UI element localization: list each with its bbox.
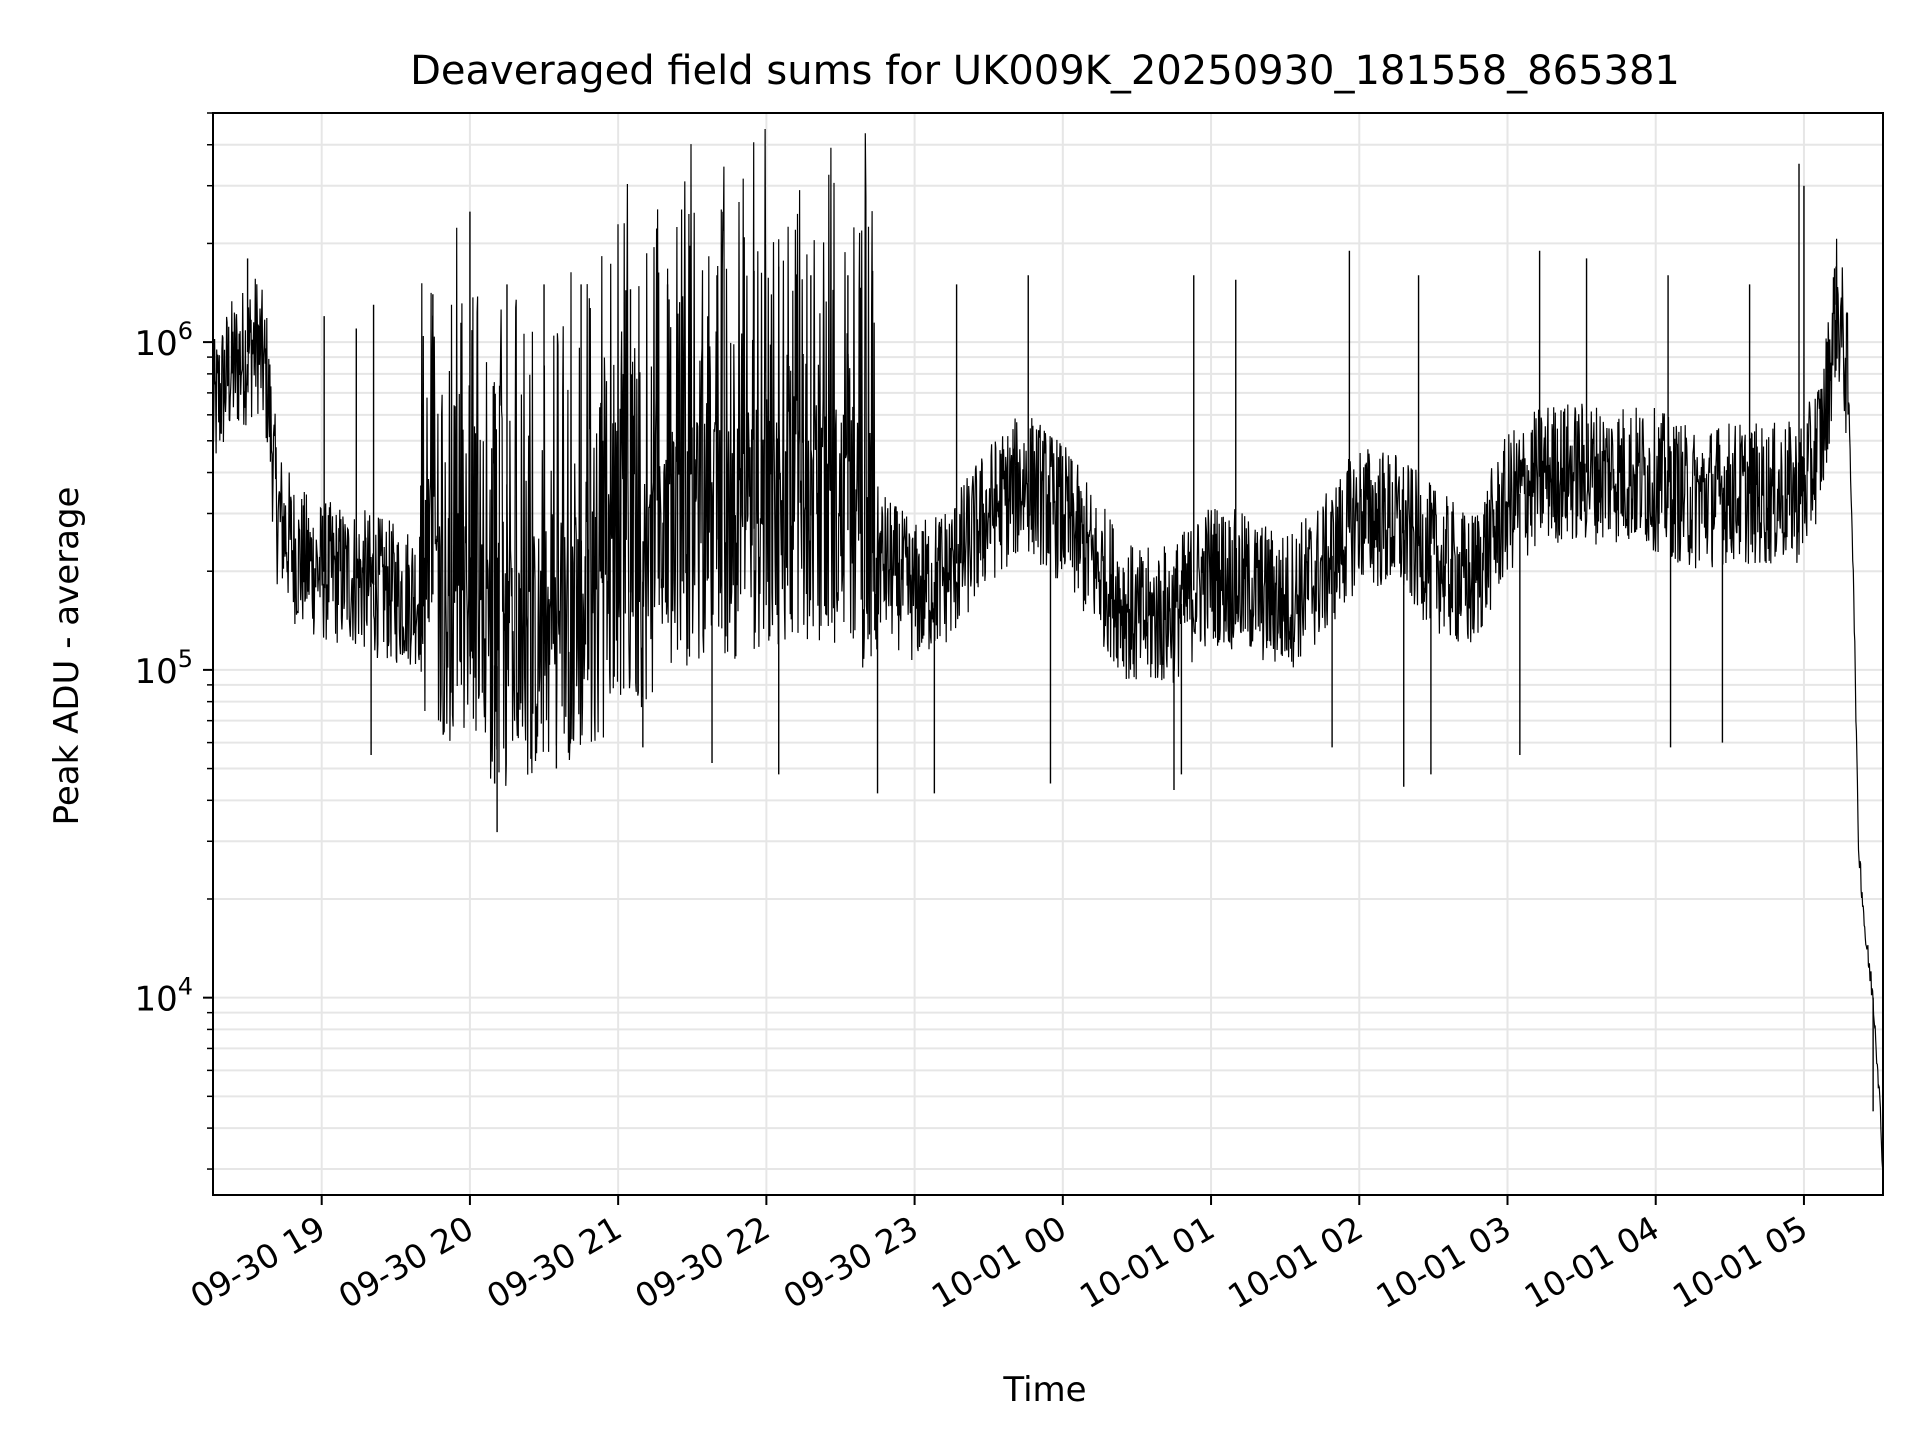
y-axis-label: Peak ADU - average [47,487,87,826]
plot-area [212,128,1884,1168]
y-tick-label: 106 [134,317,193,364]
series-line [212,128,1884,1168]
y-tick-label: 104 [134,973,193,1020]
chart-title: Deaveraged field sums for UK009K_2025093… [410,48,1680,94]
plot-frame [212,112,1884,1196]
x-axis-label: Time [1002,1370,1086,1410]
y-tick-label: 105 [134,645,193,692]
